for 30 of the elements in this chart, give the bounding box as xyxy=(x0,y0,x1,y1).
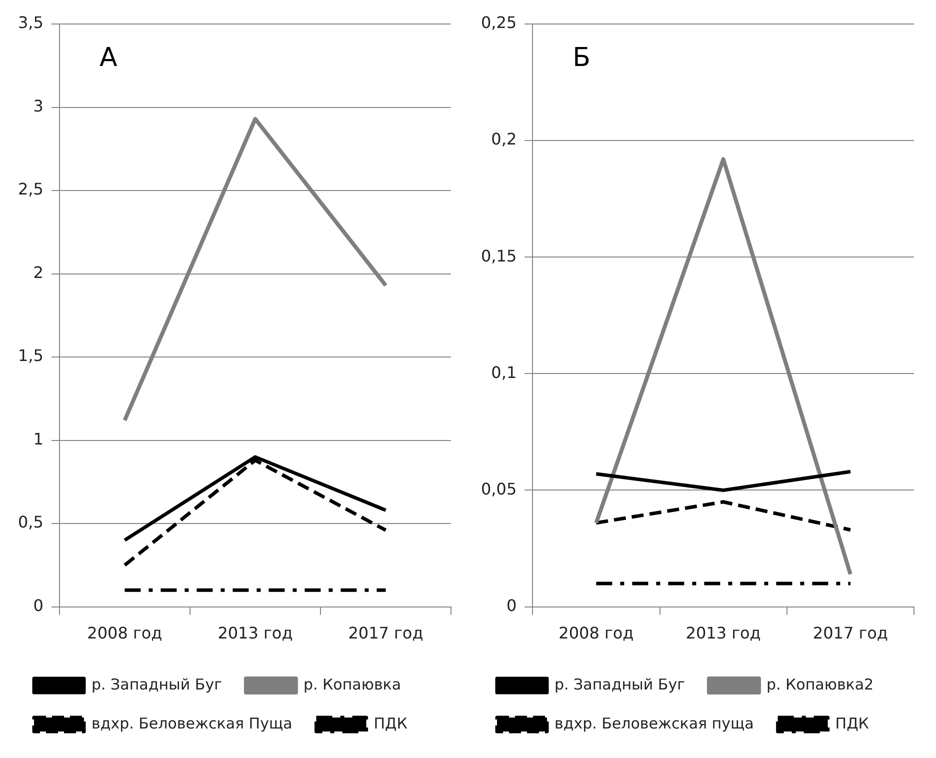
y-tick-label: 0,15 xyxy=(481,246,517,266)
legend-label: ПДК xyxy=(835,714,870,732)
x-tick-label: 2013 год xyxy=(686,624,761,643)
x-tick-label: 2017 год xyxy=(348,624,424,643)
y-tick-label: 2,5 xyxy=(18,180,44,199)
legend-label: вдхр. Беловежская Пуща xyxy=(92,714,292,732)
y-tick-label: 0,1 xyxy=(491,362,517,382)
y-tick-label: 2 xyxy=(33,262,44,282)
legend-label: р. Копаювка xyxy=(303,675,402,694)
annotation: Б xyxy=(572,42,590,73)
legend-label: р. Копаювка2 xyxy=(766,675,874,694)
x-tick-label: 2013 год xyxy=(218,624,293,643)
y-tick-label: 0,5 xyxy=(18,512,44,532)
y-tick-label: 0,25 xyxy=(481,13,517,32)
x-tick-label: 2008 год xyxy=(558,624,634,643)
legend-label: ПДК xyxy=(374,714,408,732)
x-tick-label: 2017 год xyxy=(812,624,888,643)
annotation: А xyxy=(99,42,118,73)
y-tick-label: 0 xyxy=(506,596,517,615)
y-tick-label: 3 xyxy=(33,96,44,116)
y-tick-label: 3,5 xyxy=(18,13,44,32)
legend-label: р. Западный Буг xyxy=(92,675,222,694)
legend-label: р. Западный Буг xyxy=(554,675,686,694)
y-tick-label: 1 xyxy=(33,429,44,448)
y-tick-label: 1,5 xyxy=(18,346,44,366)
x-tick-label: 2008 год xyxy=(87,624,162,643)
y-tick-label: 0 xyxy=(33,596,44,615)
y-tick-label: 0,2 xyxy=(491,130,517,149)
legend-label: вдхр. Беловежская пуща xyxy=(554,714,754,732)
y-tick-label: 0,05 xyxy=(481,479,517,498)
